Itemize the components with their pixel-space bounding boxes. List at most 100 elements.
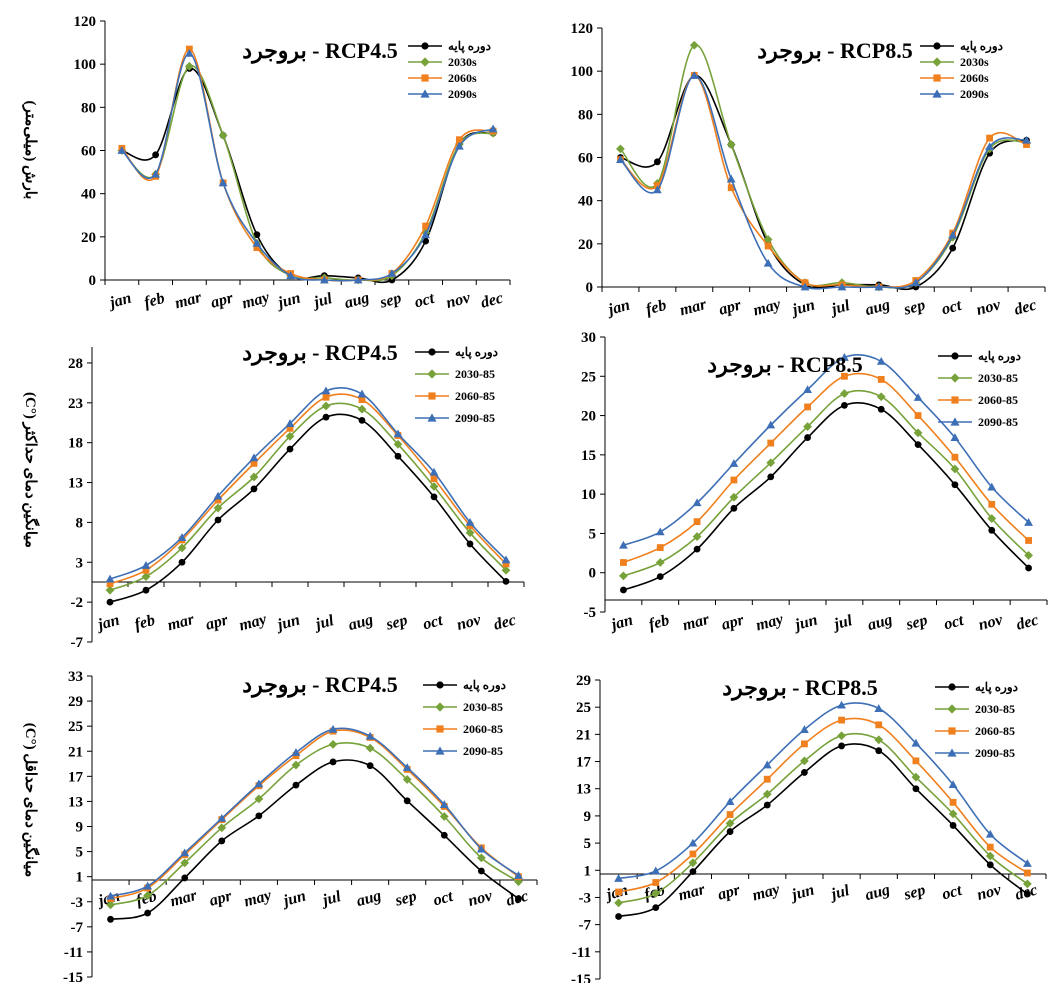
y-tick-label: 120 <box>571 21 594 37</box>
data-point <box>180 848 190 857</box>
y-tick-label: -2 <box>71 595 84 611</box>
y-tick-label: 17 <box>68 769 84 785</box>
y-tick-label: -5 <box>584 605 597 621</box>
data-point <box>876 392 886 402</box>
data-point <box>394 452 402 460</box>
data-point <box>439 812 449 821</box>
data-point <box>837 700 846 709</box>
data-point <box>874 704 884 712</box>
data-point <box>948 780 958 789</box>
data-point <box>803 422 812 431</box>
data-point <box>948 230 958 239</box>
data-point <box>1025 564 1032 572</box>
legend-label: 2090-85 <box>978 415 1018 429</box>
data-point <box>214 516 222 524</box>
data-point <box>285 419 295 427</box>
data-point <box>766 420 776 429</box>
legend-marker <box>950 373 960 383</box>
data-point <box>912 757 920 765</box>
x-tick-label: nov <box>975 881 1003 904</box>
data-point <box>985 851 995 861</box>
data-point <box>249 472 259 482</box>
legend-label: 2060-85 <box>978 393 1018 407</box>
y-tick-label: 1 <box>584 863 592 879</box>
data-point <box>141 561 151 569</box>
y-tick-label: -11 <box>64 945 83 961</box>
data-point <box>422 222 430 230</box>
data-point <box>181 874 189 882</box>
data-point <box>250 460 258 467</box>
data-point <box>249 453 259 462</box>
data-point <box>763 235 773 244</box>
legend-marker <box>427 369 437 379</box>
data-point <box>689 40 699 50</box>
data-point <box>177 543 187 553</box>
data-point <box>358 396 366 404</box>
data-point <box>988 500 996 508</box>
data-point <box>837 731 846 741</box>
y-tick-label: 100 <box>571 64 594 80</box>
legend-label: 2060-85 <box>455 389 495 403</box>
chart-title: RCP8.5 - بروجرد <box>707 352 862 378</box>
data-point <box>439 800 449 808</box>
legend-label: دوره پایه <box>455 345 498 360</box>
data-point <box>874 282 884 291</box>
data-point <box>218 837 226 845</box>
data-point <box>107 915 114 923</box>
x-tick-label: mar <box>681 611 712 635</box>
y-tick-label: 100 <box>74 57 97 73</box>
data-point <box>502 578 510 585</box>
data-point <box>454 141 464 150</box>
x-tick-label: sep <box>383 612 409 634</box>
x-tick-label: aug <box>343 289 371 312</box>
x-tick-label: aug <box>866 611 894 634</box>
data-point <box>875 747 883 755</box>
data-point <box>876 356 886 365</box>
data-point <box>514 871 523 879</box>
x-tick-label: may <box>751 881 783 905</box>
x-tick-label: jun <box>274 290 303 313</box>
data-point <box>949 244 957 252</box>
legend-marker <box>436 681 444 689</box>
legend-marker <box>947 748 957 757</box>
data-point <box>143 891 153 900</box>
data-point <box>184 48 194 57</box>
data-point <box>619 571 628 581</box>
data-point <box>767 473 775 481</box>
x-tick-label: nov <box>975 296 1003 319</box>
data-point <box>874 735 884 745</box>
legend: دوره پایه 2030-85 2060-85 2090-85 <box>415 345 498 425</box>
y-tick-label: 20 <box>581 409 596 425</box>
y-tick-label: 40 <box>81 187 96 203</box>
series-line-2 <box>623 389 1030 577</box>
data-point <box>619 540 628 549</box>
x-tick-label: jun <box>788 297 817 320</box>
data-point <box>430 493 438 501</box>
y-tick-label: 3 <box>76 555 84 571</box>
data-point <box>218 130 228 140</box>
series-line-3 <box>623 372 1030 564</box>
x-tick-label: mar <box>173 289 204 313</box>
data-point <box>692 532 702 541</box>
chart-tmax-rcp85: -5 0 5 10 15 20 25 30 jan feb mar apr may jun jul aug se… <box>581 330 1048 635</box>
x-tick-label: apr <box>209 289 236 311</box>
data-point <box>253 231 261 239</box>
data-point <box>655 558 665 567</box>
y-tick-label: 60 <box>81 144 96 160</box>
data-point <box>950 464 960 474</box>
legend-label: 2030s <box>960 55 989 69</box>
data-point <box>184 61 194 71</box>
legend-marker <box>951 396 959 404</box>
y-tick-label: -7 <box>71 920 84 936</box>
x-tick-label: nov <box>466 887 494 910</box>
data-point <box>365 743 375 753</box>
legend-label: 2090-85 <box>455 411 495 425</box>
legend-marker <box>428 392 436 400</box>
data-point <box>725 797 735 806</box>
legend-label: 2060s <box>960 71 989 85</box>
data-point <box>764 242 772 250</box>
data-point <box>440 831 448 839</box>
data-point <box>250 485 258 493</box>
data-point <box>987 482 997 491</box>
data-point <box>358 416 366 424</box>
